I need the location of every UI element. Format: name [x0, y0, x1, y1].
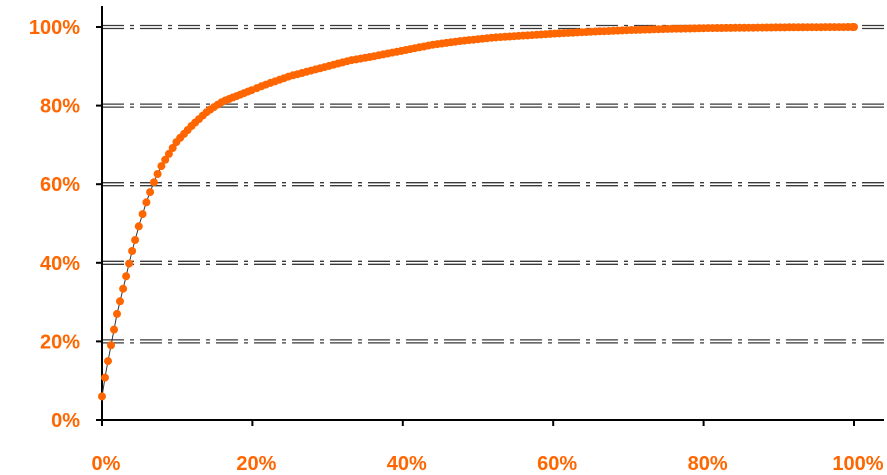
data-point [157, 162, 166, 171]
data-point [149, 178, 158, 187]
gridline [102, 339, 884, 344]
data-point [128, 247, 137, 255]
data-point [164, 149, 173, 158]
data-point [107, 341, 115, 350]
data-point [113, 309, 121, 318]
x-tick-label: 40% [387, 453, 427, 475]
data-point [131, 236, 140, 244]
data-point [119, 284, 128, 293]
x-tick-label: 0% [92, 453, 121, 475]
data-point [104, 357, 112, 366]
y-tick-label: 60% [40, 174, 80, 196]
gridline [102, 103, 884, 108]
data-point [138, 210, 147, 219]
data-point [98, 392, 106, 401]
data-point [122, 272, 131, 281]
data-series [98, 23, 858, 401]
data-point [142, 198, 151, 207]
data-point [116, 297, 124, 306]
data-point [168, 144, 177, 152]
y-tick-label: 40% [40, 253, 80, 275]
data-point [146, 188, 155, 197]
data-point [153, 170, 162, 178]
data-point [125, 259, 134, 268]
x-tick-label: 60% [537, 453, 577, 475]
x-tick-labels: 0% 20% 40% 60% 80% 100% [92, 453, 884, 475]
series-line [101, 26, 855, 397]
y-tick-label: 20% [40, 331, 80, 353]
y-tick-label: 0% [51, 410, 80, 432]
y-tick-label: 100% [29, 17, 80, 39]
gridline [102, 260, 884, 265]
data-point [110, 325, 118, 334]
data-point [850, 23, 858, 31]
x-tick-label: 100% [832, 453, 883, 475]
gridlines [102, 24, 884, 344]
axes [96, 6, 884, 426]
data-point [161, 155, 170, 164]
data-point [101, 373, 109, 382]
data-point [134, 222, 143, 231]
x-tick-label: 80% [688, 453, 728, 475]
x-tick-label: 20% [236, 453, 276, 475]
y-tick-labels: 0% 20% 40% 60% 80% 100% [29, 17, 80, 432]
gridline [102, 182, 884, 187]
y-tick-label: 80% [40, 96, 80, 118]
